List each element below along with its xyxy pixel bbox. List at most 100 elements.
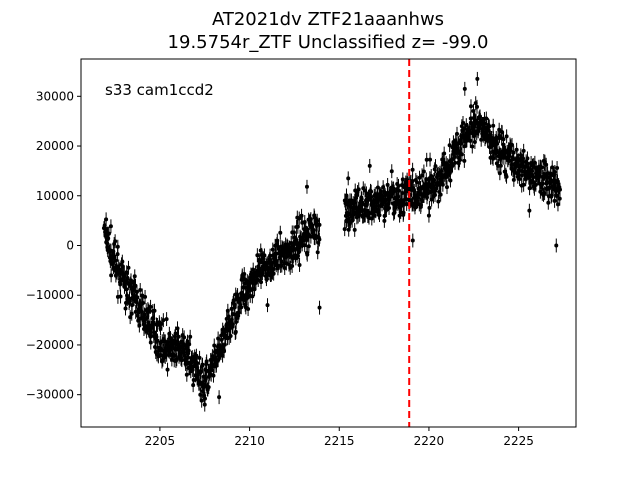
data-point xyxy=(291,230,296,235)
data-point xyxy=(290,263,295,268)
data-point xyxy=(542,191,547,196)
y-tick-label: −20000 xyxy=(26,338,74,352)
data-point xyxy=(176,334,181,339)
data-point xyxy=(161,318,166,323)
data-point xyxy=(152,308,157,313)
data-point xyxy=(546,200,551,205)
data-point xyxy=(544,162,549,167)
data-point xyxy=(487,124,492,129)
axes-layer: 2205 2210 2215 2220 2225 −30000 −20000 −10000 0 1… xyxy=(26,59,534,448)
data-point xyxy=(211,373,216,378)
data-point xyxy=(415,180,420,185)
data-point xyxy=(369,189,374,194)
data-point xyxy=(174,357,179,362)
data-point xyxy=(259,280,264,285)
outlier-point xyxy=(265,303,270,308)
data-point xyxy=(146,308,151,313)
data-point xyxy=(143,294,148,299)
data-point xyxy=(344,193,349,198)
outlier-point xyxy=(367,163,372,168)
data-point xyxy=(447,143,452,148)
outlier-point xyxy=(346,176,351,181)
data-point xyxy=(461,120,466,125)
data-point xyxy=(501,137,506,142)
data-point xyxy=(305,252,310,257)
data-point xyxy=(206,385,211,390)
chart-title-line2: 19.5754r_ZTF Unclassified z= -99.0 xyxy=(168,32,489,53)
data-point xyxy=(222,349,227,354)
data-point xyxy=(191,383,196,388)
data-point xyxy=(442,151,447,156)
data-point xyxy=(504,134,509,139)
plot-frame xyxy=(80,58,577,428)
outlier-point xyxy=(304,184,309,189)
data-point xyxy=(164,352,169,357)
data-point xyxy=(106,231,111,236)
y-tick-label: 30000 xyxy=(36,89,74,103)
data-point xyxy=(148,304,153,309)
data-point xyxy=(125,276,130,281)
chart-title-line1: AT2021dv ZTF21aaanhws xyxy=(212,9,444,30)
data-point xyxy=(360,200,365,205)
data-point xyxy=(438,192,443,197)
outlier-point xyxy=(527,208,532,213)
data-point xyxy=(270,247,275,252)
data-point xyxy=(233,329,238,334)
data-point xyxy=(517,177,522,182)
data-point xyxy=(471,108,476,113)
data-point xyxy=(115,252,120,257)
data-point xyxy=(297,262,302,267)
data-point xyxy=(120,259,125,264)
data-point xyxy=(377,213,382,218)
data-point xyxy=(278,230,283,235)
data-point xyxy=(475,104,480,109)
data-point xyxy=(486,128,491,133)
data-point xyxy=(410,167,415,172)
outlier-point xyxy=(184,372,189,377)
data-point xyxy=(222,342,227,347)
data-point xyxy=(550,165,555,170)
data-point xyxy=(197,355,202,360)
data-point xyxy=(533,182,538,187)
data-point xyxy=(175,326,180,331)
data-point xyxy=(555,166,560,171)
data-point xyxy=(104,217,109,222)
data-point xyxy=(190,367,195,372)
data-point xyxy=(191,378,196,383)
data-point xyxy=(152,345,157,350)
data-point xyxy=(155,338,160,343)
data-point xyxy=(302,243,307,248)
data-point xyxy=(246,307,251,312)
data-point xyxy=(141,300,146,305)
data-point xyxy=(427,205,432,210)
x-tick-label: 2215 xyxy=(324,434,355,448)
data-point xyxy=(540,181,545,186)
data-point xyxy=(397,188,402,193)
data-point xyxy=(491,123,496,128)
data-point xyxy=(420,173,425,178)
data-point xyxy=(356,187,361,192)
data-point xyxy=(109,273,114,278)
data-point xyxy=(182,335,187,340)
data-point xyxy=(186,348,191,353)
data-point xyxy=(472,140,477,145)
data-point xyxy=(484,116,489,121)
data-point xyxy=(459,152,464,157)
data-point xyxy=(552,198,557,203)
data-point xyxy=(317,237,322,242)
data-point xyxy=(511,150,516,155)
data-point xyxy=(242,272,247,277)
data-point xyxy=(454,131,459,136)
data-point xyxy=(510,157,515,162)
outlier-point xyxy=(426,213,431,218)
data-point xyxy=(188,334,193,339)
data-point xyxy=(433,164,438,169)
data-point xyxy=(352,227,357,232)
data-point xyxy=(400,190,405,195)
data-point xyxy=(557,187,562,192)
data-point xyxy=(396,194,401,199)
outlier-point xyxy=(554,243,559,248)
data-point xyxy=(228,333,233,338)
y-tick-label: 0 xyxy=(66,238,74,252)
